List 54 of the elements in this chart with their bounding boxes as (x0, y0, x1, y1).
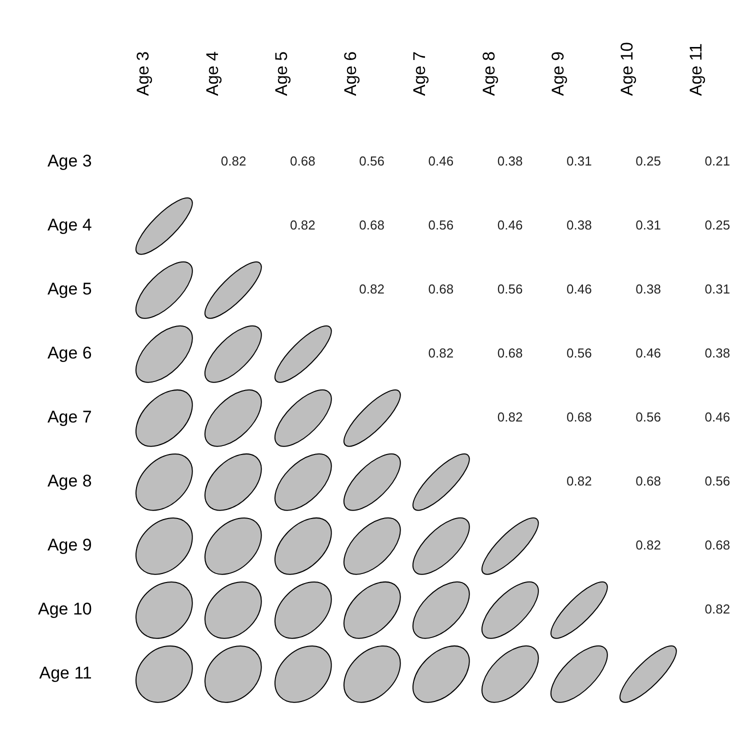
data-label: 0.68 (704, 537, 730, 552)
data-label: 0.56 (359, 153, 384, 168)
data-label: 0.25 (704, 217, 730, 232)
data-label: 0.31 (704, 281, 730, 296)
data-label: 0.82 (497, 409, 523, 424)
y-tick-label: Age 8 (47, 472, 92, 491)
data-label: 0.46 (566, 281, 592, 296)
data-label: 0.38 (636, 281, 661, 296)
data-label: 0.56 (704, 473, 730, 488)
y-tick-label: Age 10 (38, 600, 92, 618)
data-label: 0.38 (497, 153, 523, 168)
y-tick-label: Age 9 (47, 536, 92, 555)
data-label: 0.56 (428, 217, 454, 232)
data-label: 0.56 (636, 409, 661, 424)
x-tick-label: Age 3 (134, 51, 153, 96)
x-tick-label: Age 11 (686, 43, 706, 96)
data-label: 0.46 (704, 409, 730, 424)
y-tick-label: Age 3 (47, 152, 92, 171)
x-tick-label: Age 8 (479, 51, 498, 96)
x-tick-label: Age 4 (202, 51, 222, 96)
data-label: 0.68 (359, 217, 384, 232)
data-label: 0.25 (636, 153, 661, 168)
data-label: 0.46 (497, 217, 523, 232)
data-label: 0.68 (428, 281, 454, 296)
y-tick-label: Age 7 (47, 408, 92, 427)
y-tick-label: Age 4 (47, 216, 92, 235)
data-label: 0.82 (704, 601, 730, 616)
x-tick-label: Age 6 (341, 51, 360, 96)
data-label: 0.46 (636, 345, 661, 360)
y-tick-label: Age 11 (39, 663, 92, 682)
data-label: 0.82 (290, 217, 316, 232)
data-label: 0.31 (636, 217, 661, 232)
data-label: 0.68 (497, 345, 523, 360)
data-label: 0.31 (566, 153, 592, 168)
y-tick-label: Age 6 (47, 344, 92, 363)
data-label: 0.82 (428, 345, 454, 360)
x-tick-label: Age 10 (618, 42, 637, 96)
data-label: 0.38 (704, 345, 730, 360)
data-label: 0.68 (566, 409, 592, 424)
data-label: 0.82 (359, 281, 384, 296)
data-label: 0.46 (428, 153, 454, 168)
data-label: 0.56 (497, 281, 523, 296)
x-tick-label: Age 5 (272, 51, 291, 96)
data-label: 0.82 (566, 473, 592, 488)
data-label: 0.56 (566, 345, 592, 360)
data-label: 0.68 (636, 473, 661, 488)
data-label: 0.82 (636, 537, 661, 552)
data-label: 0.82 (220, 153, 246, 168)
x-tick-label: Age 7 (410, 51, 430, 96)
y-tick-label: Age 5 (47, 280, 92, 299)
data-label: 0.38 (566, 217, 592, 232)
data-label: 0.21 (704, 153, 730, 168)
x-tick-label: Age 9 (548, 51, 568, 96)
data-label: 0.68 (290, 153, 316, 168)
